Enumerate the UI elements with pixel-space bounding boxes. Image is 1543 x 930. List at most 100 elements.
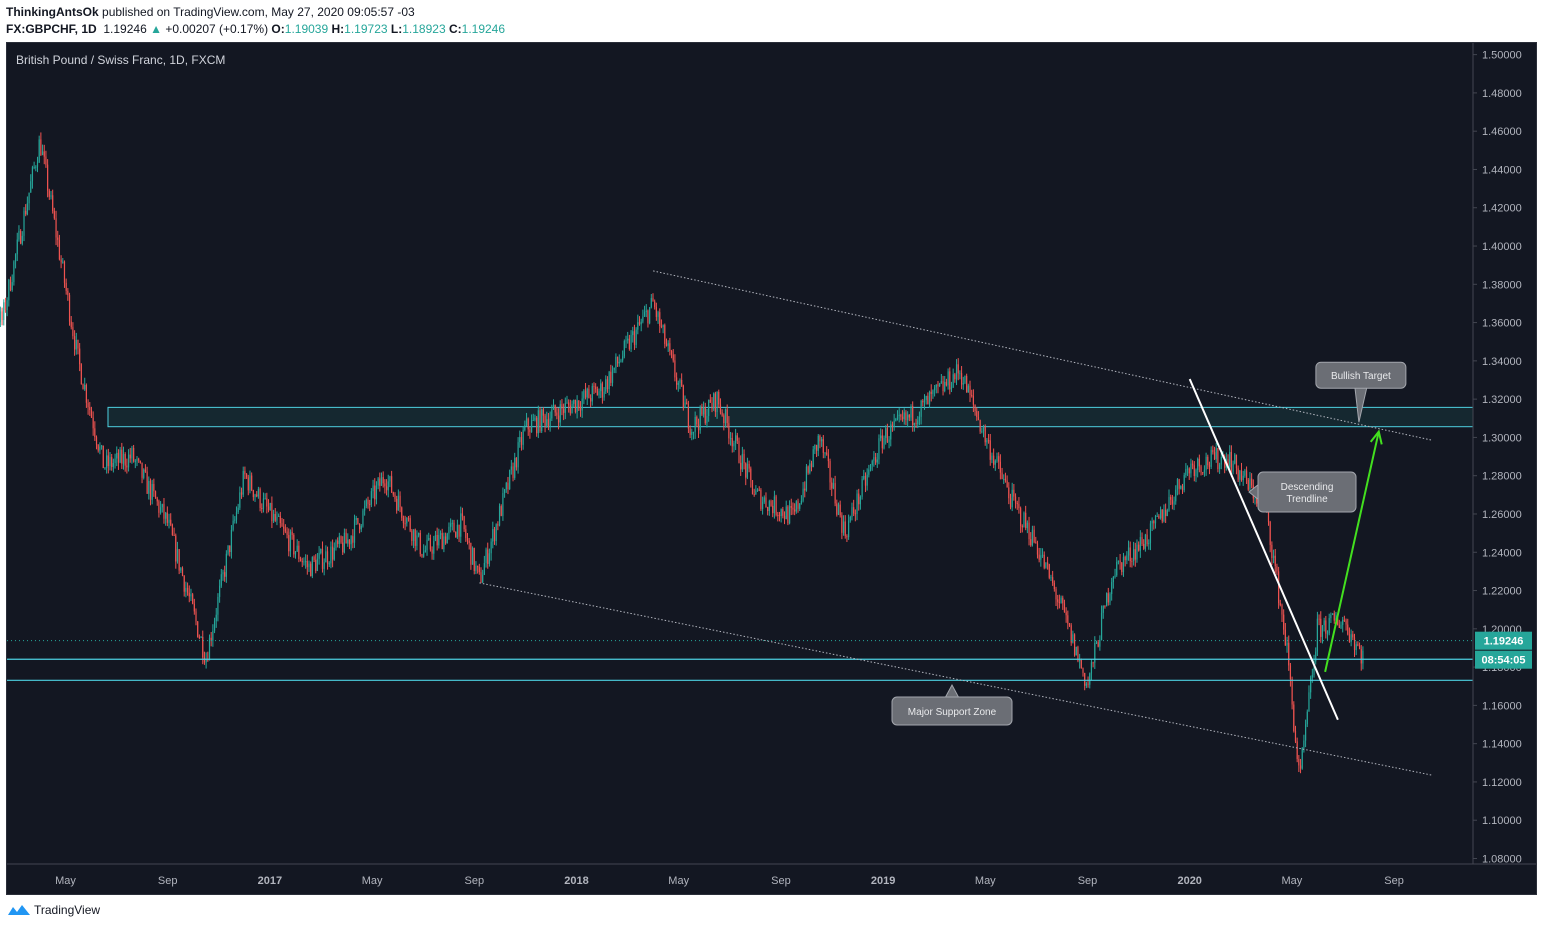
- candle-body: [880, 435, 882, 439]
- candle-body: [760, 489, 762, 510]
- candle-body: [1251, 478, 1253, 486]
- candle-body: [490, 541, 492, 554]
- candle-body: [16, 239, 18, 255]
- candle-body: [733, 443, 735, 447]
- candle-body: [178, 549, 180, 571]
- price-tick-label: 1.36000: [1482, 318, 1522, 330]
- candle-body: [598, 391, 600, 396]
- candle-body: [360, 525, 362, 530]
- candle-body: [551, 409, 553, 419]
- candle-body: [819, 435, 821, 442]
- candle-body: [927, 395, 929, 405]
- candle-body: [841, 515, 843, 533]
- candle-body: [252, 490, 254, 498]
- candle-body: [1114, 575, 1116, 578]
- candle-body: [1018, 504, 1020, 509]
- candle-body: [235, 512, 238, 520]
- low-label: L:: [390, 22, 403, 36]
- candle-body: [1227, 458, 1229, 468]
- candle-body: [237, 507, 239, 513]
- candle-body: [244, 470, 246, 475]
- candle-body: [708, 399, 710, 417]
- candle-body: [1111, 582, 1113, 595]
- candle-body: [1205, 456, 1207, 470]
- candle-body: [1109, 594, 1111, 603]
- candle-body: [618, 361, 620, 364]
- time-tick-label: Sep: [158, 875, 178, 887]
- candle-body: [227, 545, 229, 554]
- candle-body: [590, 398, 592, 402]
- candle-body: [996, 456, 998, 461]
- candle-body: [645, 310, 647, 313]
- candle-body: [849, 517, 851, 521]
- candle-body: [777, 514, 779, 516]
- candle-body: [987, 440, 990, 442]
- candle-body: [1055, 589, 1057, 600]
- candle-body: [564, 403, 566, 413]
- candle-body: [394, 494, 396, 499]
- candle-body: [1072, 634, 1074, 643]
- candle-body: [1023, 512, 1025, 528]
- candle-body: [1080, 660, 1082, 669]
- candle-body: [112, 462, 114, 467]
- countdown-badge-box: [1475, 650, 1532, 669]
- candle-body: [726, 409, 728, 424]
- candle-body: [134, 460, 136, 462]
- candle-body: [1325, 620, 1327, 634]
- candle-body: [834, 483, 836, 504]
- candle-body: [1138, 544, 1140, 551]
- candle-body: [702, 407, 705, 415]
- candle-body: [1058, 601, 1060, 604]
- candle-body: [851, 507, 853, 518]
- candle-body: [807, 466, 809, 473]
- candle-body: [131, 447, 133, 459]
- candle-body: [342, 542, 344, 553]
- chart-pane[interactable]: [6, 42, 1537, 895]
- candle-body: [143, 469, 145, 478]
- candle-body: [920, 400, 922, 417]
- time-tick-label: May: [668, 875, 689, 887]
- candle-body: [1333, 613, 1335, 621]
- candle-body: [161, 504, 163, 508]
- candle-body: [159, 507, 162, 513]
- candle-body: [1181, 486, 1184, 491]
- candle-body: [315, 559, 317, 571]
- footer-brand[interactable]: TradingView: [8, 903, 100, 917]
- candle-body: [1031, 529, 1034, 546]
- candle-body: [1102, 605, 1104, 613]
- candle-body: [546, 419, 548, 426]
- candle-body: [13, 261, 15, 283]
- candle-body: [741, 453, 743, 470]
- candle-body: [982, 426, 985, 432]
- candle-body: [805, 466, 808, 491]
- candle-body: [869, 465, 872, 470]
- price-tick-label: 1.38000: [1482, 279, 1522, 291]
- candle-body: [1082, 668, 1084, 673]
- candle-body: [450, 523, 452, 527]
- time-tick-label: May: [55, 875, 76, 887]
- candle-body: [357, 517, 359, 524]
- candle-body: [41, 151, 44, 155]
- time-tick-label: 2019: [871, 875, 895, 887]
- candle-body: [670, 350, 673, 355]
- candle-body: [913, 422, 915, 426]
- candle-body: [284, 528, 286, 532]
- candle-body: [512, 466, 514, 478]
- candle-body: [1218, 464, 1221, 470]
- candle-body: [1256, 497, 1258, 504]
- candle-body: [728, 423, 730, 439]
- candle-body: [864, 475, 867, 486]
- candle-body: [1154, 516, 1157, 524]
- candle-body: [72, 327, 74, 337]
- candle-body: [412, 529, 415, 541]
- candle-body: [871, 460, 873, 466]
- candle-body: [1156, 515, 1158, 517]
- candle-body: [399, 495, 401, 508]
- candle-body: [635, 329, 637, 345]
- bullish-arrow-head: [1369, 429, 1383, 445]
- author-name[interactable]: ThinkingAntsOk: [6, 5, 99, 19]
- candle-body: [166, 512, 168, 523]
- candle-body: [1274, 555, 1276, 567]
- candle-body: [175, 535, 177, 562]
